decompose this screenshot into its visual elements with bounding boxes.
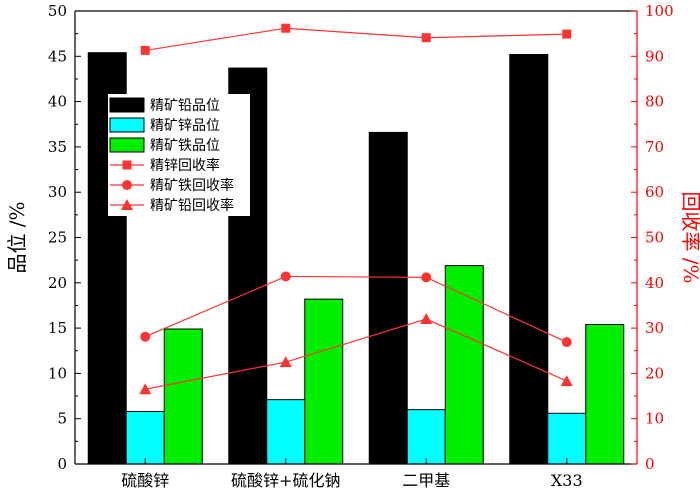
legend-box: [108, 94, 250, 216]
left-y-tick-label: 0: [57, 455, 67, 473]
legend-swatch-lead-grade-bar: [109, 97, 145, 113]
right-y-tick-label: 50: [645, 229, 664, 247]
lead-recovery-point: [420, 313, 433, 325]
right-y-tick-label: 80: [645, 93, 664, 111]
legend-label: 精矿铅回收率: [150, 197, 234, 214]
left-y-tick-label: 35: [48, 138, 67, 156]
iron-recovery-point: [561, 337, 572, 348]
right-y-tick-label: 90: [645, 47, 664, 65]
iron-recovery-line: [145, 275, 568, 343]
lead-grade-bar: [509, 53, 549, 465]
zinc-grade-bar: [547, 412, 587, 465]
lead-recovery-line: [145, 318, 567, 390]
iron-grade-bar: [304, 298, 344, 465]
iron-grade-bar: [444, 265, 484, 465]
right-y-tick-label: 30: [645, 319, 664, 337]
legend-marker-iron-recovery: [122, 180, 132, 190]
left-y-tick-label: 20: [48, 274, 67, 292]
zinc-recovery-point: [421, 33, 431, 43]
lead-recovery-point: [139, 383, 152, 395]
legend-label: 精矿铁品位: [150, 138, 220, 154]
iron-recovery-point: [280, 271, 291, 282]
iron-recovery-point: [421, 272, 432, 283]
left-y-tick-label: 15: [48, 319, 67, 337]
left-y-tick-label: 40: [48, 93, 67, 111]
legend-label: 精矿锌品位: [150, 118, 220, 134]
iron-grade-bar: [585, 323, 625, 465]
legend-marker-lead-recovery: [121, 199, 133, 210]
legend-marker-zinc-recovery: [122, 160, 132, 170]
left-y-tick-label: 5: [57, 410, 67, 428]
legend-label: 精矿铅品位: [150, 98, 220, 114]
right-y-tick-label: 100: [645, 2, 674, 20]
zinc-recovery-point: [562, 29, 572, 39]
iron-recovery-point: [140, 331, 151, 342]
right-y-tick-label: 40: [645, 274, 664, 292]
left-y-tick-label: 10: [48, 364, 67, 382]
left-y-tick-label: 25: [48, 229, 67, 247]
right-y-tick-label: 0: [645, 455, 655, 473]
zinc-recovery-line: [145, 27, 567, 52]
right-y-tick-label: 70: [645, 138, 664, 156]
left-y-axis-title: 品位 /%: [5, 201, 29, 273]
left-y-tick-label: 50: [48, 2, 67, 20]
lead-grade-bar: [368, 131, 408, 465]
lead-recovery-point: [560, 375, 573, 387]
right-y-tick-label: 60: [645, 183, 664, 201]
x-category-label: 硫酸锌: [121, 471, 169, 490]
zinc-grade-bar: [266, 399, 306, 465]
zinc-recovery-point: [281, 23, 291, 33]
zinc-grade-bar: [125, 410, 165, 465]
right-y-axis-title: 回收率 /%: [679, 191, 700, 283]
right-y-tick-label: 10: [645, 410, 664, 428]
iron-grade-bar: [163, 328, 203, 465]
legend-label: 精矿铁回收率: [150, 177, 234, 194]
zinc-recovery-point: [140, 45, 150, 55]
right-y-tick-label: 20: [645, 364, 664, 382]
left-y-tick-label: 45: [48, 47, 67, 65]
x-category-label: 硫酸锌+硫化钠: [231, 471, 340, 490]
lead-recovery-point: [279, 356, 292, 368]
legend-swatch-iron-grade-bar: [109, 137, 145, 153]
x-category-label: 二甲基: [402, 471, 450, 490]
legend-swatch-zinc-grade-bar: [109, 117, 145, 133]
legend-label: 精锌回收率: [150, 157, 220, 174]
x-category-label: X33: [551, 471, 583, 490]
zinc-grade-bar: [406, 409, 446, 465]
left-y-tick-label: 30: [48, 183, 67, 201]
